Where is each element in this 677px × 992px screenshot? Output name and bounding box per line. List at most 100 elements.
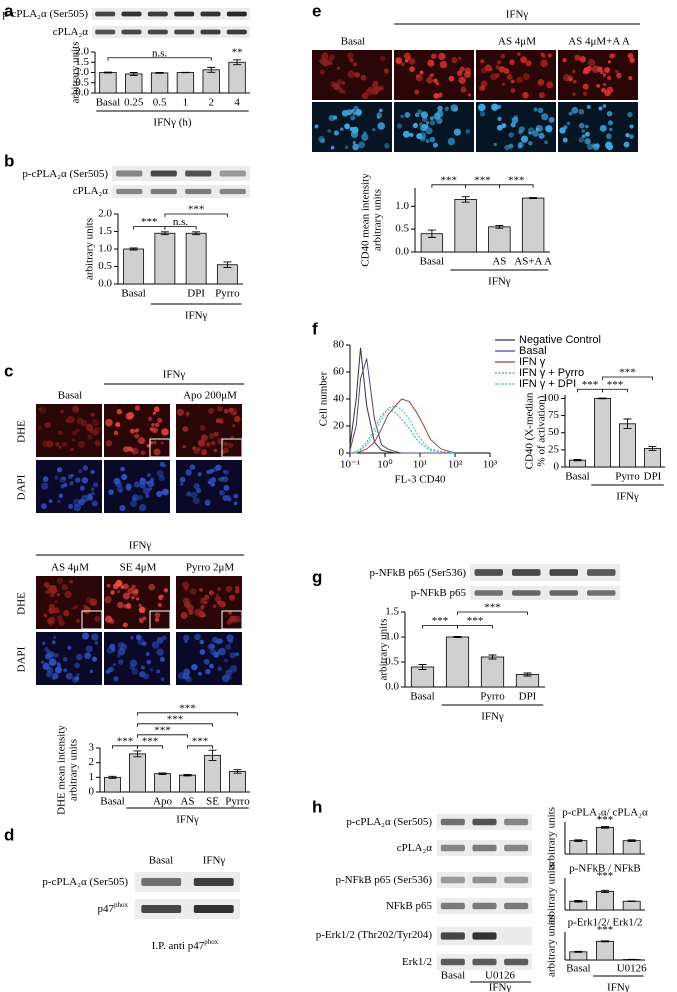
cell [194, 633, 201, 641]
cell [56, 615, 63, 621]
inset [221, 610, 243, 630]
significance: *** [597, 924, 614, 936]
legend-label: IFN γ [519, 356, 546, 368]
cell [544, 140, 548, 145]
cell [584, 138, 591, 145]
cell [605, 141, 613, 149]
cell [585, 124, 589, 129]
row-label: DAPI [16, 646, 28, 672]
cell [135, 597, 140, 601]
blot-label: Erk1/2 [402, 956, 432, 968]
cell [84, 652, 91, 660]
cell [532, 130, 539, 137]
cell [586, 105, 591, 109]
cell [60, 409, 65, 414]
panel-letter: c [4, 361, 13, 380]
x-tick-label: DPI [187, 288, 205, 300]
y-axis-label: arbitrary units [546, 915, 558, 977]
cell [116, 409, 123, 415]
cell [426, 121, 430, 125]
band [193, 878, 234, 886]
error-bar [627, 900, 636, 902]
cell [94, 615, 101, 622]
blot [92, 8, 250, 20]
cell [328, 61, 333, 66]
cell [160, 441, 164, 445]
blot-label: p-Erk1/2 (Thr202/Tyr204) [316, 929, 433, 941]
y-tick-label: 1.0 [395, 200, 409, 212]
y-tick-label: 1.0 [385, 631, 399, 643]
cell [409, 132, 414, 137]
cell [412, 122, 419, 129]
group-label: IFNγ [185, 310, 208, 322]
band [200, 11, 221, 17]
cell [151, 641, 160, 649]
error-bar [160, 231, 169, 236]
cell [71, 430, 77, 436]
significance: *** [597, 870, 614, 882]
cell [208, 407, 215, 414]
bracket [498, 184, 534, 188]
column-label: AS 4μM [498, 36, 536, 48]
legend-label: Basal [519, 345, 547, 357]
caption-main: I.P. anti p47 [152, 940, 205, 952]
cell [344, 123, 350, 130]
cell [75, 428, 80, 433]
blot [112, 185, 250, 198]
cell [535, 124, 543, 133]
x-tick-label: 0.5 [153, 97, 167, 109]
cell [189, 464, 196, 470]
cell [538, 91, 546, 99]
cell [450, 104, 459, 112]
cell [94, 640, 99, 645]
y-tick-label: 1 [89, 771, 95, 783]
cell [602, 73, 607, 77]
cell [82, 465, 88, 471]
cell [138, 437, 146, 445]
cell [201, 612, 206, 618]
cell [51, 640, 56, 645]
cell [602, 82, 607, 87]
group-label: IFNγ [616, 491, 639, 503]
band [549, 590, 578, 596]
y-tick-label: 0.5 [395, 223, 409, 235]
y-tick-label: 1.0 [75, 66, 89, 78]
cell [227, 497, 232, 502]
blot [135, 872, 240, 892]
band [219, 170, 246, 177]
cell [130, 500, 137, 507]
panel-letter: e [312, 1, 321, 20]
cell [495, 72, 500, 78]
cell [54, 600, 58, 604]
cell [88, 495, 93, 500]
cell [625, 132, 630, 138]
blot [470, 586, 620, 600]
cell [333, 83, 341, 91]
error-bar [418, 664, 427, 670]
cell [607, 60, 611, 64]
group-label: IFNγ [489, 982, 512, 992]
cell [191, 663, 198, 671]
cell [176, 408, 185, 416]
cell [540, 52, 545, 57]
cell [67, 645, 72, 650]
cell [58, 445, 62, 449]
inset [81, 610, 103, 630]
cell [572, 92, 576, 96]
bar [410, 666, 435, 688]
error-bar [623, 418, 632, 430]
bar [176, 72, 195, 94]
cell [520, 135, 529, 143]
error-bar [129, 247, 138, 251]
cell [62, 441, 68, 448]
cell [500, 54, 506, 59]
cell [517, 141, 524, 148]
cell [433, 93, 440, 99]
cell [197, 472, 202, 477]
column-label: Pyrro 2μM [186, 562, 235, 574]
cell [379, 108, 383, 113]
cell [192, 497, 200, 505]
cell [205, 442, 211, 448]
y-tick-label: 0 [339, 447, 345, 459]
cell [627, 111, 633, 118]
